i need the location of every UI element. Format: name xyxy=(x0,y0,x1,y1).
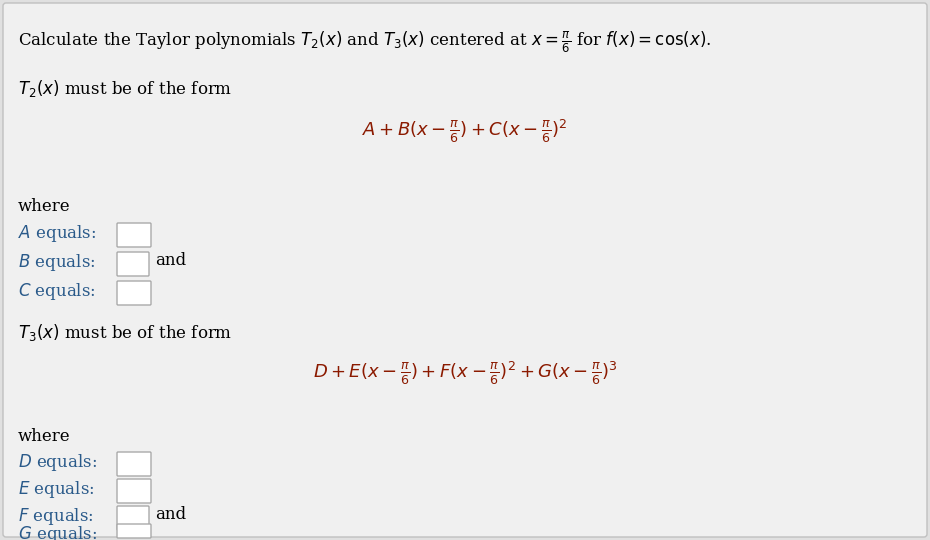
Text: $D + E(x - \frac{\pi}{6}) + F(x - \frac{\pi}{6})^2 + G(x - \frac{\pi}{6})^3$: $D + E(x - \frac{\pi}{6}) + F(x - \frac{… xyxy=(312,360,618,387)
Text: where: where xyxy=(18,428,71,445)
Text: and: and xyxy=(155,506,186,523)
FancyBboxPatch shape xyxy=(117,506,149,530)
FancyBboxPatch shape xyxy=(117,281,151,305)
Text: Calculate the Taylor polynomials $T_2(x)$ and $T_3(x)$ centered at $x = \frac{\p: Calculate the Taylor polynomials $T_2(x)… xyxy=(18,30,711,55)
Text: $T_3(x)$ must be of the form: $T_3(x)$ must be of the form xyxy=(18,322,232,343)
Text: $E$ equals:: $E$ equals: xyxy=(18,479,95,500)
Text: where: where xyxy=(18,198,71,215)
Text: $C$ equals:: $C$ equals: xyxy=(18,281,96,302)
Text: $F$ equals:: $F$ equals: xyxy=(18,506,94,527)
FancyBboxPatch shape xyxy=(117,223,151,247)
Text: $D$ equals:: $D$ equals: xyxy=(18,452,97,473)
FancyBboxPatch shape xyxy=(3,3,927,537)
Text: $A$ equals:: $A$ equals: xyxy=(18,223,97,244)
Text: and: and xyxy=(155,252,186,269)
FancyBboxPatch shape xyxy=(117,524,151,538)
Text: $B$ equals:: $B$ equals: xyxy=(18,252,96,273)
FancyBboxPatch shape xyxy=(117,452,151,476)
Text: $T_2(x)$ must be of the form: $T_2(x)$ must be of the form xyxy=(18,78,232,99)
Text: $A + B(x - \frac{\pi}{6}) + C(x - \frac{\pi}{6})^2$: $A + B(x - \frac{\pi}{6}) + C(x - \frac{… xyxy=(363,118,567,145)
Text: $G$ equals:: $G$ equals: xyxy=(18,524,97,540)
FancyBboxPatch shape xyxy=(117,479,151,503)
FancyBboxPatch shape xyxy=(117,252,149,276)
